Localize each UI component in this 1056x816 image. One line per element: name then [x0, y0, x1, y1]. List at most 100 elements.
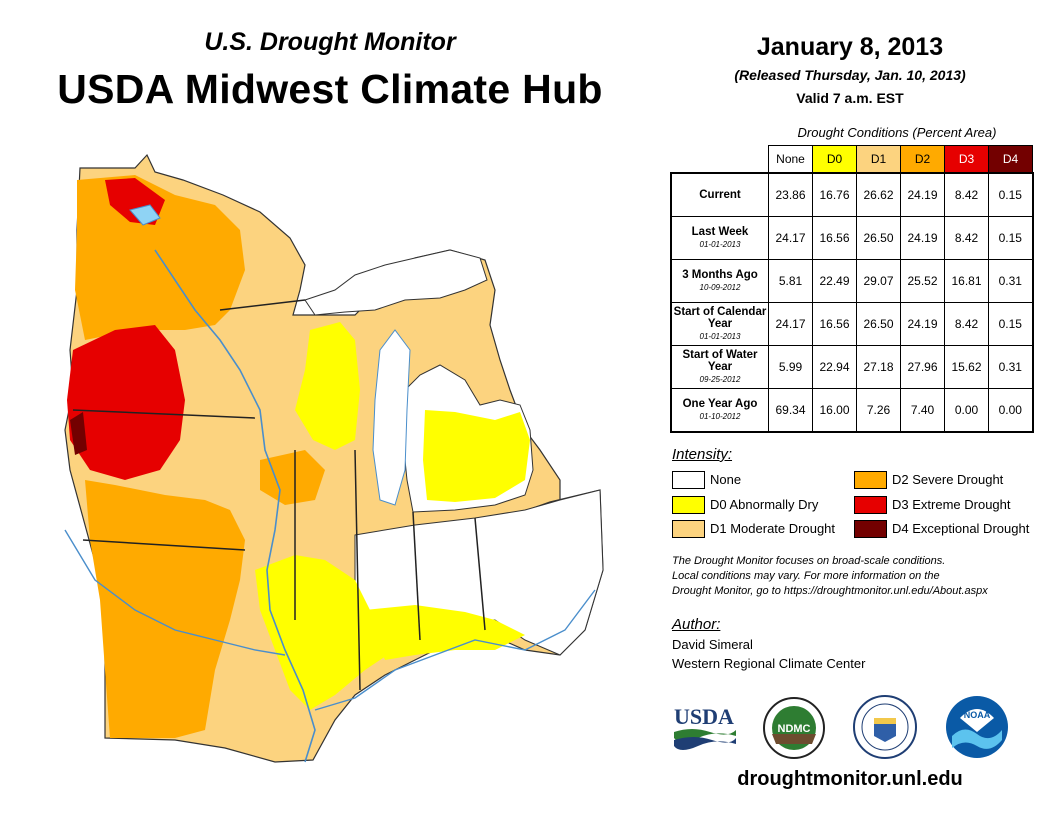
legend-label: D2 Severe Drought [892, 472, 1004, 487]
row-label: One Year Ago 01-10-2012 [670, 388, 769, 433]
ndmc-logo: NDMC [763, 697, 825, 759]
d2-illinois [260, 450, 325, 505]
row-label: Last Week 01-01-2013 [670, 216, 769, 260]
table-cell: 24.17 [768, 302, 813, 346]
d2-iowa-missouri [85, 480, 245, 738]
ohio-river [314, 589, 596, 711]
d3-iowa-west [67, 325, 185, 480]
doc-seal-logo [853, 695, 917, 759]
table-row: One Year Ago 01-10-2012 69.34 16.00 7.26 … [670, 388, 1033, 433]
website-url: droughtmonitor.unl.edu [737, 768, 963, 790]
usda-logo: USDA [674, 704, 736, 750]
table-header-row: None D0 D1 D2 D3 D4 [671, 145, 1033, 174]
table-cell: 24.19 [900, 172, 945, 217]
table-cell: 22.94 [812, 345, 857, 389]
d4-iowa [70, 412, 87, 455]
table-cell: 24.19 [900, 302, 945, 346]
mississippi-river [154, 249, 316, 763]
table-cell: 7.26 [856, 388, 901, 433]
row-date: 10-09-2012 [699, 282, 741, 292]
table-row: Start of Water Year 09-25-2012 5.99 22.94… [670, 345, 1033, 389]
conditions-table: None D0 D1 D2 D3 D4 Current 23.86 16.76 … [670, 145, 1034, 433]
state-lines [72, 299, 486, 691]
table-cell: 0.15 [988, 302, 1033, 346]
legend-swatch [854, 496, 887, 514]
info-note: The Drought Monitor focuses on broad-sca… [672, 554, 1052, 599]
author-name: David Simeral [672, 637, 753, 652]
table-cell: 22.49 [812, 259, 857, 303]
legend-swatch [672, 471, 705, 489]
table-cell: 26.50 [856, 216, 901, 260]
note-line: Local conditions may vary. For more info… [672, 570, 940, 582]
table-row: 3 Months Ago 10-09-2012 5.81 22.49 29.07 … [670, 259, 1033, 303]
table-cell: 0.15 [988, 216, 1033, 260]
table-cell: 8.42 [944, 172, 989, 217]
row-date: 09-25-2012 [699, 374, 741, 384]
row-label-text: Start of Water Year [682, 348, 758, 373]
row-date: 01-01-2013 [699, 331, 741, 341]
table-cell: 0.31 [988, 345, 1033, 389]
author-org: Western Regional Climate Center [672, 656, 866, 671]
table-row: Current 23.86 16.76 26.62 24.19 8.42 0.1… [670, 172, 1033, 217]
legend-label: D0 Abnormally Dry [710, 497, 819, 512]
d0-michigan [423, 410, 530, 502]
table-cell: 0.00 [988, 388, 1033, 433]
noaa-logo: NOAA [946, 696, 1008, 758]
table-cell: 16.56 [812, 216, 857, 260]
table-cell: 24.17 [768, 216, 813, 260]
legend-swatch [854, 520, 887, 538]
michigan-upper [304, 249, 488, 316]
table-cell: 15.62 [944, 345, 989, 389]
row-label-text: Last Week [691, 225, 749, 238]
drought-map [64, 153, 604, 763]
col-d4: D4 [988, 145, 1033, 174]
missouri-river [64, 529, 286, 656]
col-d1: D1 [856, 145, 901, 174]
author-title: Author: [672, 616, 721, 633]
usda-logo-text: USDA [674, 704, 734, 729]
map-title: USDA Midwest Climate Hub [57, 66, 603, 112]
table-cell: 26.62 [856, 172, 901, 217]
col-d3: D3 [944, 145, 989, 174]
ndmc-logo-text: NDMC [778, 723, 811, 735]
row-label-text: One Year Ago [682, 397, 758, 410]
table-cell: 24.19 [900, 216, 945, 260]
note-line: Drought Monitor, go to https://droughtmo… [672, 585, 988, 597]
table-cell: 69.34 [768, 388, 813, 433]
noaa-logo-text: NOAA [964, 710, 991, 720]
valid-time: Valid 7 a.m. EST [796, 90, 904, 106]
legend-label: None [710, 472, 742, 487]
legend-label: D3 Extreme Drought [892, 497, 1011, 512]
lake-red [129, 204, 161, 226]
col-d2: D2 [900, 145, 945, 174]
row-label: Start of Calendar Year 01-01-2013 [670, 302, 769, 346]
table-cell: 16.76 [812, 172, 857, 217]
table-cell: 7.40 [900, 388, 945, 433]
row-label-text: Start of Calendar Year [673, 305, 767, 330]
table-row: Last Week 01-01-2013 24.17 16.56 26.50 24… [670, 216, 1033, 260]
row-label: Current [670, 172, 769, 217]
row-label: Start of Water Year 09-25-2012 [670, 345, 769, 389]
legend-label: D4 Exceptional Drought [892, 521, 1030, 536]
table-cell: 0.15 [988, 172, 1033, 217]
legend-label: D1 Moderate Drought [710, 521, 836, 536]
conditions-title: Drought Conditions (Percent Area) [797, 125, 997, 140]
table-row: Start of Calendar Year 01-01-2013 24.17 1… [670, 302, 1033, 346]
legend-swatch [854, 471, 887, 489]
row-date: 01-01-2013 [699, 239, 741, 249]
table-cell: 5.99 [768, 345, 813, 389]
d0-wisconsin [295, 322, 360, 450]
note-line: The Drought Monitor focuses on broad-sca… [672, 555, 946, 567]
table-cell: 29.07 [856, 259, 901, 303]
table-cell: 8.42 [944, 216, 989, 260]
release-date: (Released Thursday, Jan. 10, 2013) [734, 67, 966, 83]
table-cell: 16.81 [944, 259, 989, 303]
row-label-text: 3 Months Ago [682, 268, 758, 281]
legend-title: Intensity: [672, 446, 733, 463]
table-corner [671, 146, 769, 174]
table-cell: 27.18 [856, 345, 901, 389]
lake-michigan [372, 329, 411, 506]
d0-ohio-river [365, 605, 525, 660]
table-cell: 8.42 [944, 302, 989, 346]
table-cell: 16.00 [812, 388, 857, 433]
